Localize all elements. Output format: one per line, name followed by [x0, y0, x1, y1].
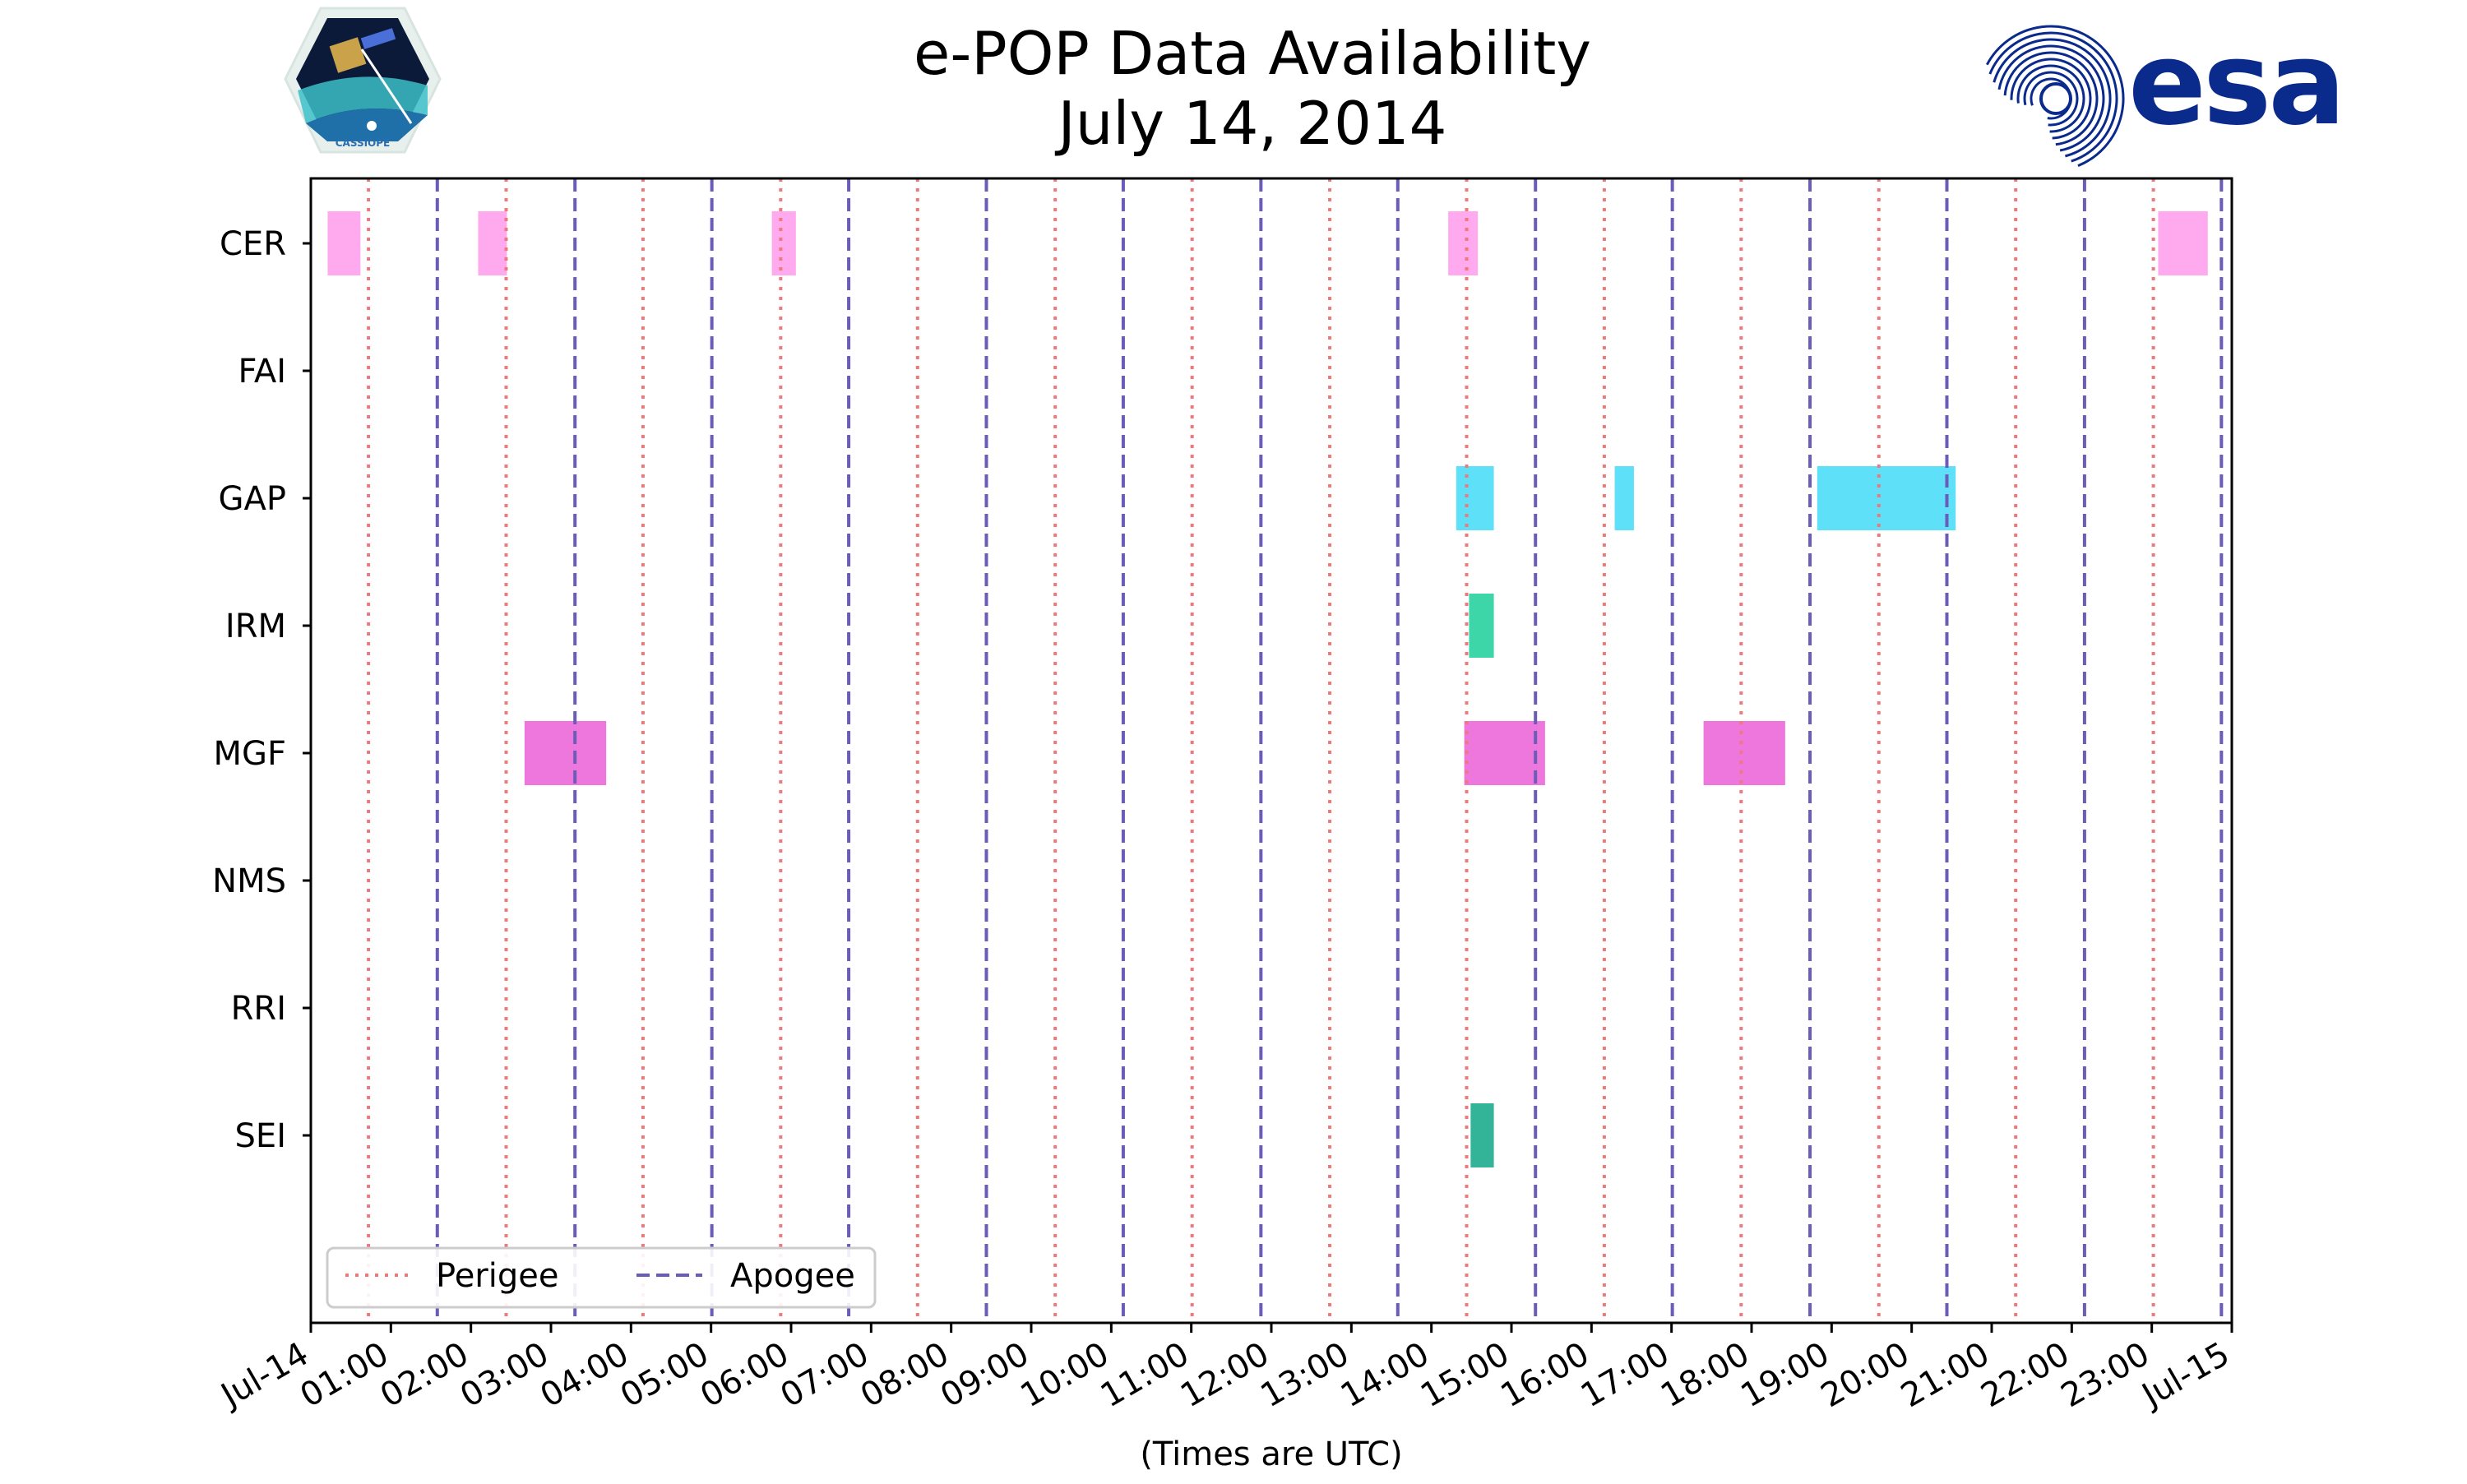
- x-tick-label-19: 19:00: [1734, 1335, 1835, 1415]
- interval-bar-cer-0: [327, 211, 361, 275]
- interval-bar-sei-12: [1470, 1103, 1494, 1167]
- x-tick-label-0: Jul-14: [213, 1335, 315, 1416]
- interval-bar-irm-8: [1469, 594, 1494, 658]
- x-tick-label-20: 20:00: [1815, 1335, 1916, 1415]
- interval-bars: [327, 211, 2208, 1167]
- interval-bar-cer-3: [1448, 211, 1479, 275]
- interval-bar-mgf-10: [1464, 721, 1545, 785]
- x-axis: Jul-1401:0002:0003:0004:0005:0006:0007:0…: [213, 1323, 2236, 1416]
- chart-title-line2: July 14, 2014: [1055, 89, 1447, 158]
- x-tick-label-9: 09:00: [934, 1335, 1035, 1415]
- x-tick-label-12: 12:00: [1174, 1335, 1275, 1415]
- esa-logo: esa: [1985, 17, 2346, 167]
- orbit-lines: [367, 178, 2224, 1323]
- legend-apogee-label: Apogee: [730, 1257, 855, 1295]
- x-tick-label-4: 04:00: [534, 1335, 635, 1415]
- interval-bar-cer-1: [478, 211, 507, 275]
- y-tick-label-sei: SEI: [235, 1117, 286, 1155]
- y-tick-label-cer: CER: [220, 225, 286, 263]
- interval-bar-gap-7: [1817, 466, 1956, 530]
- x-tick-label-3: 03:00: [454, 1335, 555, 1415]
- esa-swirl-arc-4: [2003, 51, 2099, 146]
- x-tick-label-7: 07:00: [774, 1335, 875, 1415]
- x-tick-label-10: 10:00: [1014, 1335, 1115, 1415]
- interval-bar-cer-4: [2158, 211, 2208, 275]
- interval-bar-cer-2: [771, 211, 796, 275]
- legend: Perigee Apogee: [326, 1246, 877, 1309]
- x-tick-label-6: 06:00: [694, 1335, 795, 1415]
- logo-satellite-boom: [360, 49, 413, 124]
- logo-solar-panel: [360, 28, 396, 49]
- x-tick-label-1: 01:00: [294, 1335, 395, 1415]
- esa-swirl-arc-8: [1985, 25, 2125, 167]
- interval-bar-gap-6: [1614, 466, 1634, 530]
- logo-satellite-body: [329, 37, 367, 73]
- y-tick-label-rri: RRI: [231, 990, 286, 1028]
- y-tick-label-gap: GAP: [219, 480, 286, 518]
- y-axis: CER FAI GAP IRM MGF NMS RRI SEI: [212, 225, 311, 1155]
- x-tick-label-11: 11:00: [1095, 1335, 1196, 1415]
- x-tick-label-24: Jul-15: [2134, 1335, 2236, 1416]
- x-tick-label-21: 21:00: [1895, 1335, 1996, 1415]
- y-tick-label-nms: NMS: [212, 862, 286, 900]
- esa-swirl-arc-3: [2010, 58, 2092, 140]
- esa-swirl-icon: [1985, 25, 2125, 167]
- logo-emblem-dot: [367, 121, 377, 131]
- esa-swirl-core: [2039, 82, 2072, 115]
- x-tick-label-17: 17:00: [1575, 1335, 1676, 1415]
- interval-bar-gap-5: [1456, 466, 1494, 530]
- esa-swirl-arc-0: [2030, 77, 2072, 120]
- interval-bar-mgf-11: [1703, 721, 1785, 785]
- logo-cassiope-label: CASSIOPE: [336, 137, 391, 149]
- legend-perigee-label: Perigee: [436, 1257, 558, 1295]
- esa-swirl-arc-2: [2016, 64, 2085, 133]
- logo-earth-surface: [306, 109, 428, 141]
- interval-bar-mgf-9: [524, 721, 607, 785]
- logo-earth-limb: [298, 76, 428, 123]
- y-tick-label-irm: IRM: [225, 608, 286, 645]
- x-axis-label: (Times are UTC): [1140, 1435, 1402, 1473]
- esa-swirl-arc-7: [1988, 31, 2118, 163]
- legend-box: [326, 1246, 877, 1309]
- x-tick-label-8: 08:00: [854, 1335, 956, 1415]
- cassiope-logo: CASSIOPE: [284, 7, 442, 154]
- y-tick-label-fai: FAI: [238, 353, 287, 391]
- x-tick-label-15: 15:00: [1414, 1335, 1516, 1415]
- x-tick-label-22: 22:00: [1974, 1335, 2076, 1415]
- x-tick-label-14: 14:00: [1335, 1335, 1436, 1415]
- x-tick-label-18: 18:00: [1655, 1335, 1756, 1415]
- x-tick-label-23: 23:00: [2055, 1335, 2156, 1415]
- x-tick-label-16: 16:00: [1494, 1335, 1595, 1415]
- chart-title-line1: e-POP Data Availability: [914, 19, 1591, 88]
- esa-swirl-arc-6: [1993, 38, 2112, 158]
- esa-wordmark: esa: [2128, 17, 2343, 151]
- x-tick-label-13: 13:00: [1254, 1335, 1355, 1415]
- esa-swirl-arc-5: [1997, 44, 2105, 152]
- esa-swirl-arc-1: [2023, 71, 2079, 127]
- y-tick-label-mgf: MGF: [213, 735, 286, 773]
- x-tick-label-2: 02:00: [374, 1335, 475, 1415]
- x-tick-label-5: 05:00: [614, 1335, 715, 1415]
